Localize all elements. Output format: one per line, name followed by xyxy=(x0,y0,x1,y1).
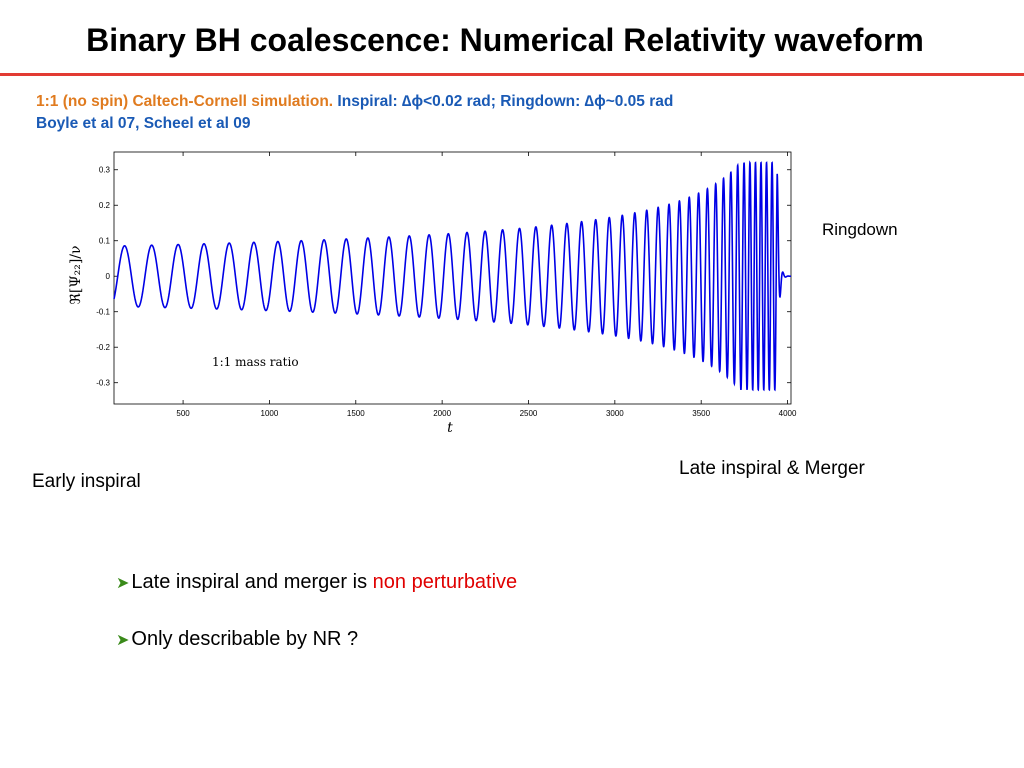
x-axis-label: t xyxy=(447,420,453,436)
simulation-name: 1:1 (no spin) Caltech-Cornell simulation… xyxy=(36,93,334,110)
early-inspiral-label: Early inspiral xyxy=(32,471,141,492)
x-tick-label: 3500 xyxy=(692,409,710,418)
reference-credit: Boyle et al 07, Scheel et al 09 xyxy=(36,115,251,132)
x-tick-label: 4000 xyxy=(779,409,797,418)
simulation-credit: 1:1 (no spin) Caltech-Cornell simulation… xyxy=(36,93,673,111)
plot-frame xyxy=(113,151,792,405)
x-tick-label: 2000 xyxy=(433,409,451,418)
x-tick-label: 500 xyxy=(176,409,190,418)
arrow-bullet-icon: ➤ xyxy=(116,632,130,649)
y-tick-label: 0.1 xyxy=(99,237,111,246)
title-divider xyxy=(0,73,1024,76)
slide-title: Binary BH coalescence: Numerical Relativ… xyxy=(86,22,924,58)
y-tick-label: 0 xyxy=(106,272,111,281)
y-tick-label: -0.1 xyxy=(96,308,110,317)
bullet-highlight: non perturbative xyxy=(372,571,518,593)
accuracy-note: Inspiral: ∆ϕ<0.02 rad; Ringdown: ∆ϕ~0.05… xyxy=(333,93,674,110)
x-tick-label: 3000 xyxy=(606,409,624,418)
waveform-chart: -0.3 -0.2 -0.1 0 0.1 0.2 0.3 500 1000 1500 2000 25… xyxy=(68,151,797,436)
mass-ratio-annotation: 1:1 mass ratio xyxy=(212,355,299,369)
bullet-nr: ➤ Only describable by NR ? xyxy=(116,628,358,651)
x-tick-label: 1000 xyxy=(261,409,279,418)
y-tick-label: 0.3 xyxy=(99,166,111,175)
arrow-bullet-icon: ➤ xyxy=(116,575,130,592)
x-ticks: 500 1000 1500 2000 2500 3000 3500 4000 xyxy=(176,152,797,418)
bullet-text: Late inspiral and merger is xyxy=(131,571,373,593)
y-ticks: -0.3 -0.2 -0.1 0 0.1 0.2 0.3 xyxy=(96,166,791,388)
waveform-line xyxy=(113,160,791,392)
y-tick-label: -0.2 xyxy=(96,343,110,352)
x-tick-label: 1500 xyxy=(347,409,365,418)
y-tick-label: 0.2 xyxy=(99,201,111,210)
bullet-text: Only describable by NR ? xyxy=(131,628,359,650)
late-inspiral-label: Late inspiral & Merger xyxy=(679,458,865,479)
y-axis-label: ℜ[Ψ₂₂]/ν xyxy=(68,245,84,304)
bullet-nonperturbative: ➤ Late inspiral and merger is non perturb… xyxy=(116,571,517,594)
y-tick-label: -0.3 xyxy=(96,379,110,388)
x-tick-label: 2500 xyxy=(520,409,538,418)
ringdown-label: Ringdown xyxy=(822,220,898,239)
